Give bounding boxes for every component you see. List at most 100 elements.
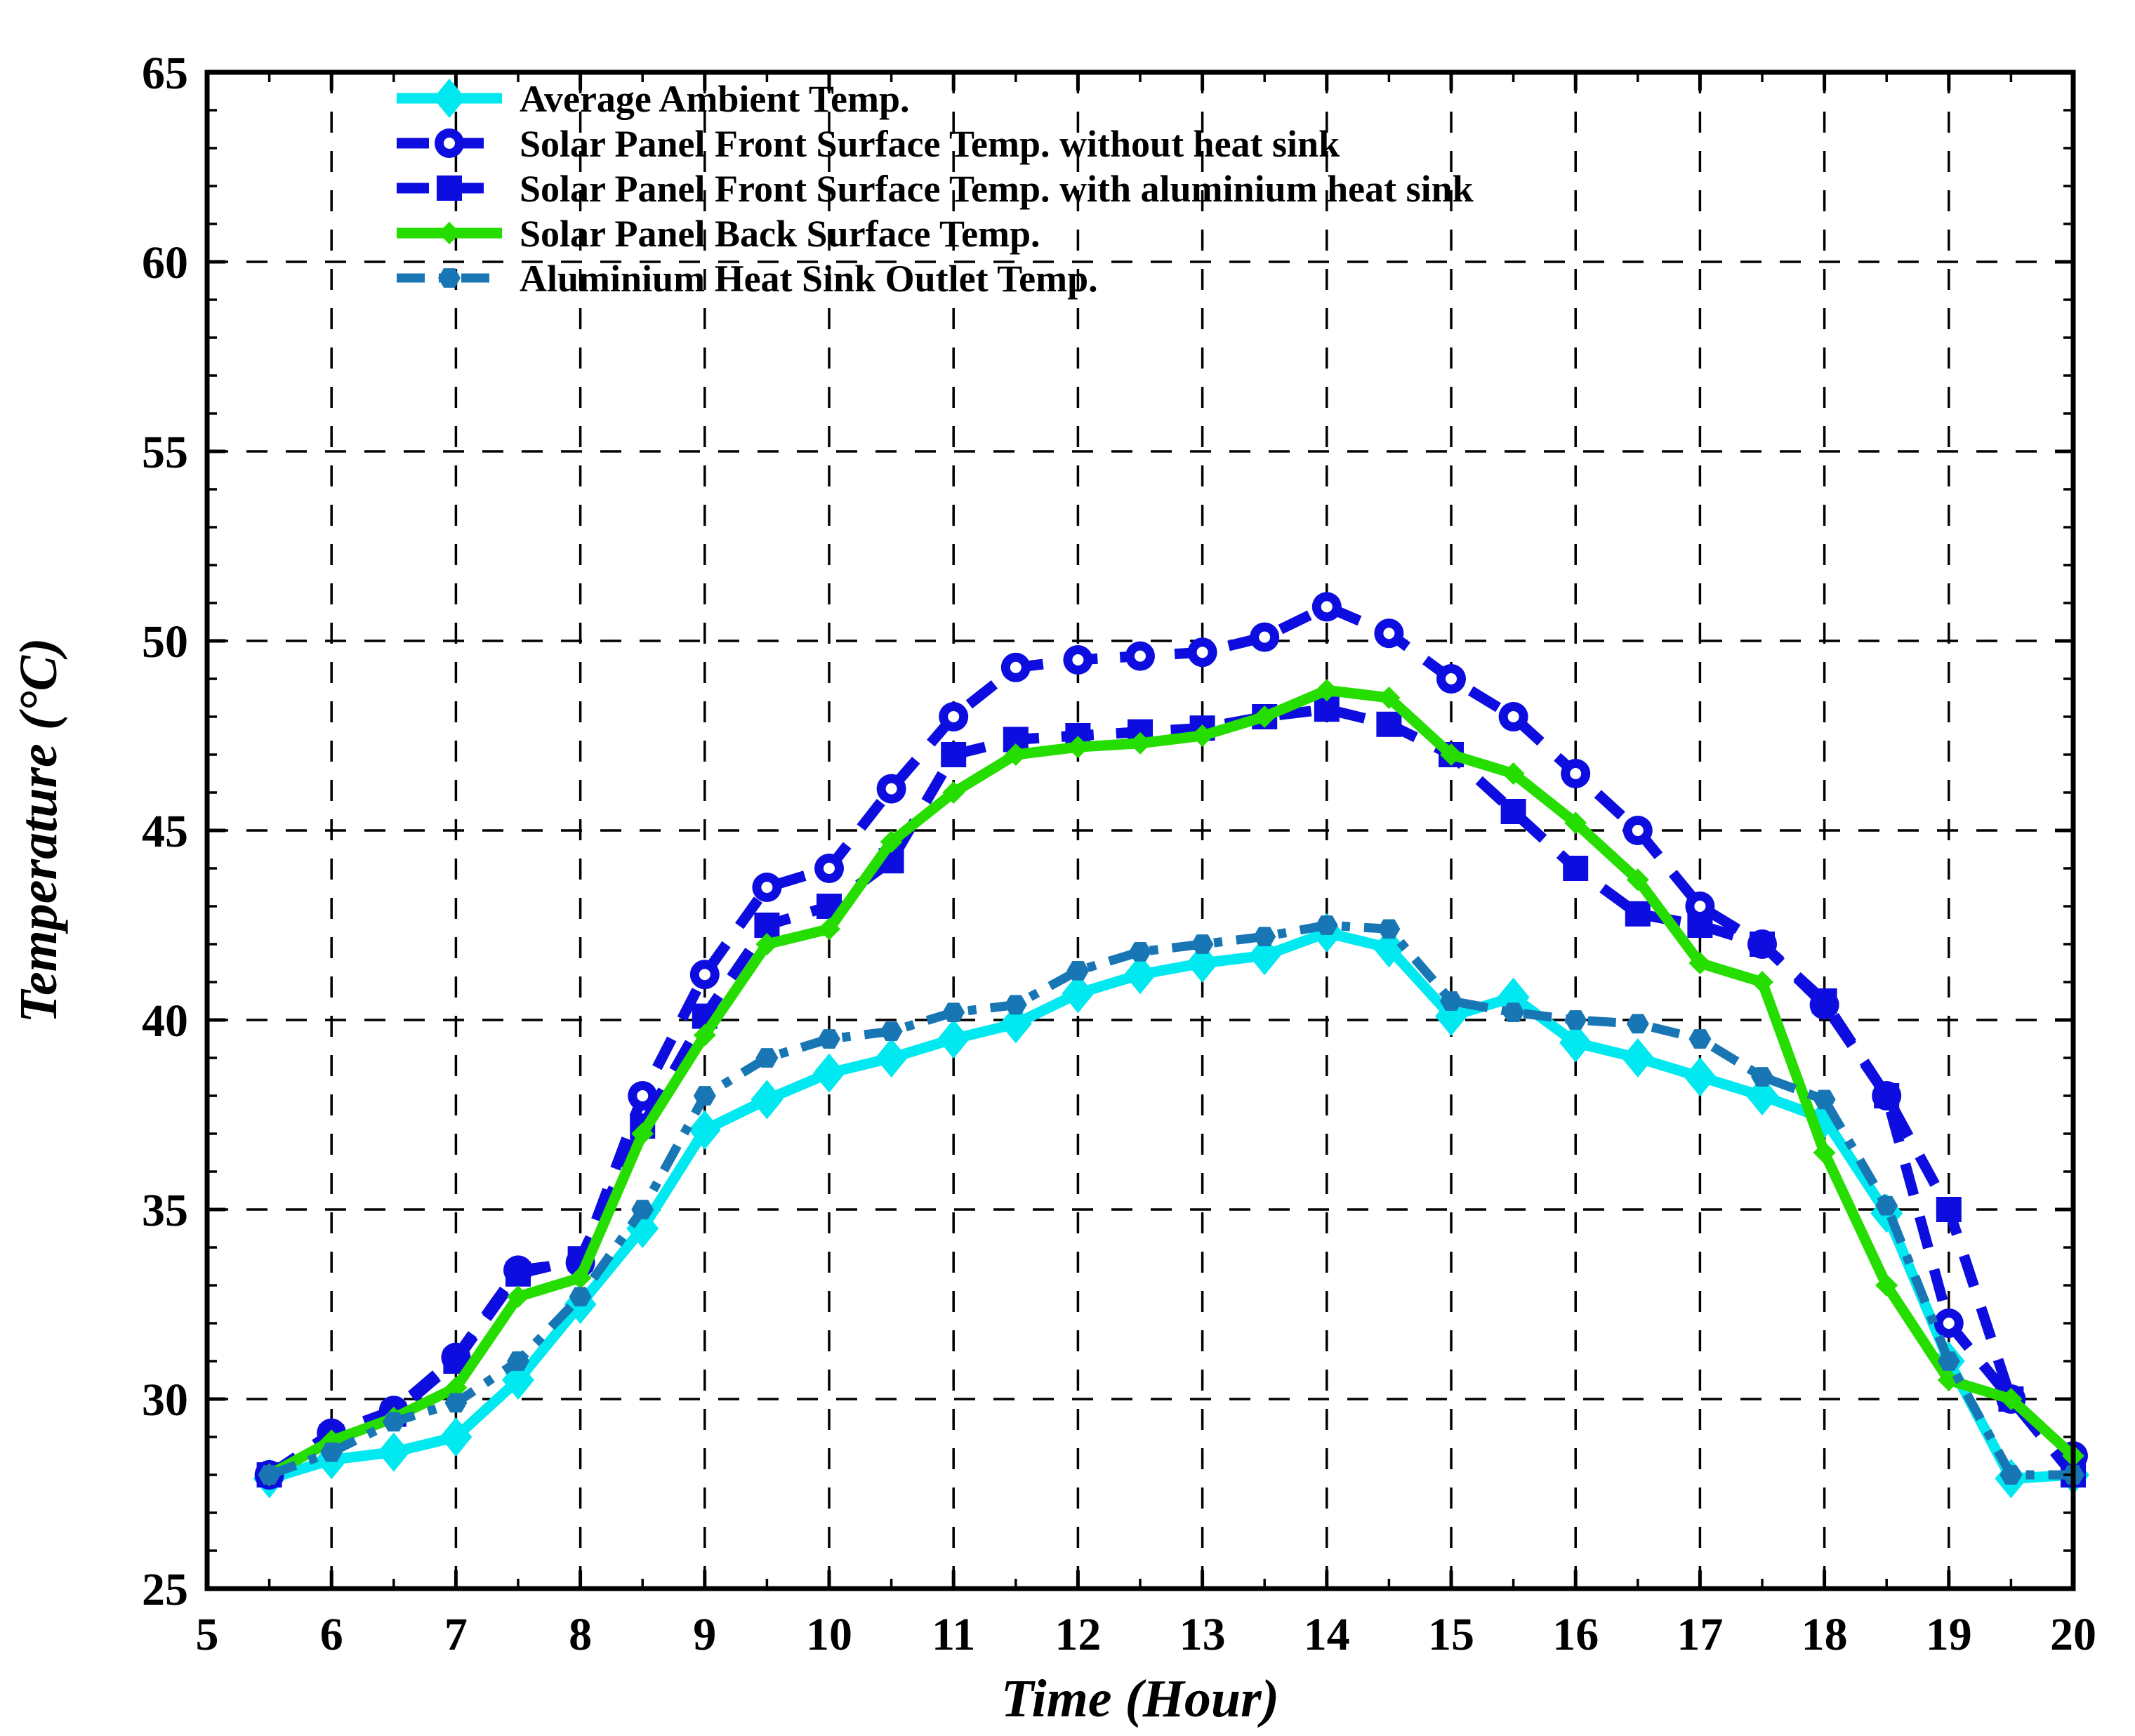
y-tick-label-35: 35 <box>142 1185 188 1236</box>
gridlines <box>207 72 2073 1589</box>
marker-circle-hole <box>1135 650 1146 662</box>
marker-hex <box>438 268 461 288</box>
marker-hex <box>1440 991 1462 1011</box>
x-tick-label-11: 11 <box>932 1609 975 1660</box>
legend-item-3: Solar Panel Front Surface Temp. with alu… <box>397 168 1474 210</box>
marker-dot <box>1937 1369 1960 1391</box>
marker-dot <box>1502 762 1525 785</box>
marker-dot <box>1564 811 1587 835</box>
marker-hex <box>507 1351 529 1371</box>
marker-hex <box>569 1287 592 1307</box>
marker-diamond <box>626 1209 659 1248</box>
marker-square <box>1936 1197 1962 1222</box>
marker-circle-hole <box>1010 661 1022 673</box>
marker-diamond <box>1559 1023 1592 1063</box>
marker-hex <box>2000 1465 2023 1485</box>
marker-circle-hole <box>1383 628 1395 640</box>
marker-dot <box>1751 971 1773 993</box>
x-tick-label-19: 19 <box>1926 1609 1972 1660</box>
marker-circle-hole <box>1632 825 1644 836</box>
marker-diamond <box>688 1110 721 1150</box>
marker-dot <box>1066 736 1090 759</box>
series-line <box>266 684 2077 1480</box>
legend: Average Ambient Temp.Solar Panel Front S… <box>397 78 1474 300</box>
legend-label: Solar Panel Front Surface Temp. without … <box>520 123 1340 165</box>
marker-hex <box>1751 1067 1773 1087</box>
marker-hex <box>1129 941 1151 962</box>
marker-diamond <box>813 1053 845 1093</box>
marker-dot <box>631 1122 654 1145</box>
marker-dot <box>1191 724 1214 747</box>
marker-hex <box>1315 915 1338 935</box>
marker-dot <box>942 781 965 804</box>
marker-diamond <box>1062 974 1095 1014</box>
marker-square <box>941 742 967 767</box>
y-tick-label-55: 55 <box>142 427 188 478</box>
y-tick-label-65: 65 <box>142 48 188 99</box>
marker-dot <box>569 1266 592 1290</box>
marker-square <box>1750 932 1775 957</box>
legend-item-2: Solar Panel Front Surface Temp. without … <box>397 123 1340 165</box>
marker-dot <box>818 917 840 941</box>
marker-square <box>437 175 462 201</box>
marker-circle-hole <box>1570 768 1582 779</box>
marker-dot <box>1626 868 1649 892</box>
marker-dot <box>438 222 461 244</box>
marker-hex <box>1253 927 1276 947</box>
legend-label: Solar Panel Front Surface Temp. with alu… <box>520 168 1474 210</box>
marker-dot <box>1440 743 1462 766</box>
x-tick-label-9: 9 <box>693 1609 716 1660</box>
y-axis-title: Temperature (°C) <box>9 638 68 1023</box>
marker-hex <box>444 1393 468 1413</box>
marker-diamond <box>1124 955 1156 995</box>
marker-hex <box>818 1029 840 1049</box>
marker-hex <box>1626 1014 1649 1034</box>
marker-circle-hole <box>1196 647 1208 658</box>
legend-label: Average Ambient Temp. <box>520 78 909 120</box>
marker-dot <box>1004 743 1027 766</box>
marker-circle-hole <box>1259 631 1271 643</box>
marker-circle-hole <box>699 969 710 981</box>
marker-diamond <box>1621 1038 1654 1078</box>
series-aluminium-heat-sink-outlet-temp <box>258 915 2084 1485</box>
x-tick-label-8: 8 <box>569 1609 592 1660</box>
x-tick-label-17: 17 <box>1677 1609 1723 1660</box>
marker-circle-hole <box>824 863 835 874</box>
marker-circle-hole <box>1321 601 1333 613</box>
marker-dot <box>1875 1274 1898 1297</box>
x-tick-label-14: 14 <box>1304 1609 1350 1660</box>
marker-hex <box>1502 1002 1525 1023</box>
y-tick-label-45: 45 <box>142 806 188 857</box>
marker-diamond <box>1746 1076 1778 1115</box>
marker-dot <box>1813 1141 1836 1164</box>
marker-dot <box>507 1285 529 1308</box>
x-tick-label-6: 6 <box>320 1609 343 1660</box>
y-tick-label-25: 25 <box>142 1564 188 1615</box>
marker-square <box>1811 988 1837 1014</box>
marker-diamond <box>875 1038 908 1078</box>
marker-hex <box>1875 1195 1898 1216</box>
marker-square <box>1500 799 1526 824</box>
x-tick-label-16: 16 <box>1552 1609 1599 1660</box>
x-tick-label-12: 12 <box>1055 1609 1101 1660</box>
marker-circle-hole <box>1507 711 1519 722</box>
marker-diamond <box>751 1080 784 1120</box>
y-tick-label-50: 50 <box>142 616 188 668</box>
marker-dot <box>1253 705 1276 728</box>
marker-diamond <box>999 1004 1032 1044</box>
x-tick-label-13: 13 <box>1179 1609 1226 1660</box>
marker-diamond <box>433 79 465 118</box>
marker-hex <box>1004 995 1027 1015</box>
marker-hex <box>942 1002 965 1023</box>
marker-hex <box>382 1412 405 1432</box>
legend-item-1: Average Ambient Temp. <box>397 78 909 120</box>
marker-circle-hole <box>1446 673 1457 684</box>
marker-diamond <box>439 1417 472 1457</box>
x-tick-label-10: 10 <box>806 1609 852 1660</box>
series-line <box>267 920 2073 1480</box>
data-series <box>253 592 2089 1499</box>
marker-hex <box>1564 1010 1587 1030</box>
marker-hex <box>755 1048 779 1068</box>
x-tick-label-20: 20 <box>2050 1609 2096 1660</box>
